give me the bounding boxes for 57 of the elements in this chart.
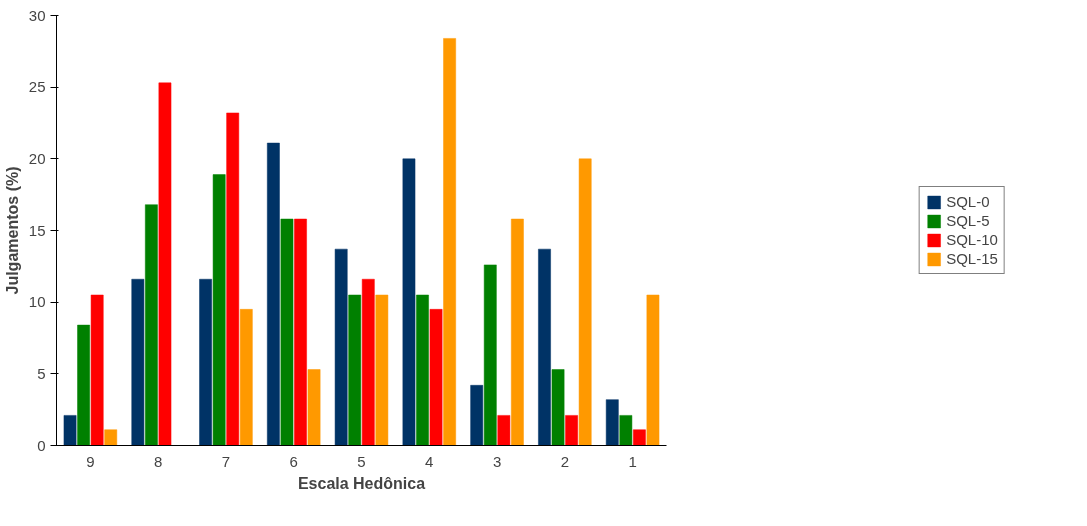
bar (605, 399, 619, 446)
legend-label: SQL-5 (946, 212, 991, 229)
y-tick-label: 20 (28, 149, 46, 167)
bar (633, 429, 646, 446)
legend-label: SQL-15 (946, 250, 998, 267)
bar (619, 415, 633, 446)
bar (131, 278, 145, 446)
bar (402, 158, 416, 446)
bar (538, 248, 551, 446)
bar (145, 204, 158, 446)
x-tick-label: 6 (289, 452, 298, 470)
bar (348, 294, 362, 446)
y-tick-label: 0 (37, 436, 46, 454)
bar (226, 112, 240, 446)
bar (429, 309, 443, 446)
bar (483, 264, 497, 446)
x-tick-label: 9 (86, 452, 95, 470)
bar (497, 415, 511, 446)
y-tick-label: 25 (28, 78, 46, 96)
bar (578, 158, 592, 446)
bar (267, 142, 280, 446)
bar (199, 278, 212, 446)
y-tick-label: 15 (28, 221, 46, 239)
y-tick-label: 10 (28, 293, 46, 311)
bar (443, 38, 456, 446)
bar (294, 218, 307, 446)
x-tick-label: 2 (560, 452, 570, 470)
bar (77, 324, 90, 446)
bar (63, 415, 77, 446)
bar (470, 385, 484, 446)
x-axis-title: Escala Hedônica (297, 474, 426, 492)
y-tick-label: 30 (28, 6, 46, 24)
bar (375, 294, 389, 446)
bar (646, 294, 660, 446)
x-tick-label: 3 (492, 452, 502, 470)
bar (90, 294, 104, 446)
bar (104, 429, 118, 446)
bar (334, 248, 348, 446)
bar (565, 415, 578, 446)
x-tick-label: 4 (425, 452, 434, 470)
x-tick-label: 8 (154, 452, 163, 470)
bar (416, 294, 429, 446)
bar (511, 218, 524, 446)
bar (158, 82, 172, 446)
y-tick-label: 5 (37, 364, 46, 382)
bar (307, 369, 321, 446)
bar (212, 174, 226, 446)
x-tick-label: 1 (628, 452, 637, 470)
legend-label: SQL-10 (946, 231, 998, 248)
bar (361, 278, 375, 446)
bar (280, 218, 294, 446)
y-axis-title: Julgamentos (%) (3, 166, 21, 295)
legend-label: SQL-0 (946, 193, 991, 210)
bar (239, 309, 253, 446)
x-tick-label: 7 (221, 452, 231, 470)
x-tick-label: 5 (357, 452, 366, 470)
bar (551, 369, 565, 446)
